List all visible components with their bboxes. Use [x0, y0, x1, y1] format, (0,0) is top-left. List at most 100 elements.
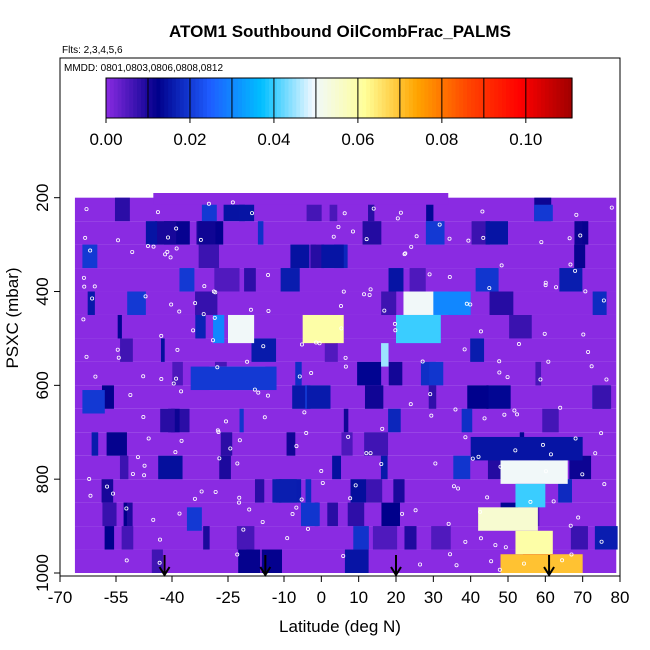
- colorbar-swatch: [206, 78, 212, 118]
- sample-point: [260, 519, 265, 524]
- sample-point: [213, 489, 218, 494]
- heatmap-stripe: [251, 338, 277, 362]
- sample-point: [437, 222, 442, 227]
- sample-point: [402, 252, 407, 257]
- heatmap-background-row: [74, 385, 617, 409]
- sample-point: [216, 429, 221, 434]
- sample-point: [512, 408, 517, 413]
- heatmap-stripe: [558, 479, 572, 503]
- sample-point: [341, 289, 346, 294]
- heatmap-stripe: [261, 549, 283, 573]
- heatmap-stripe: [559, 268, 583, 292]
- heatmap-stripe: [475, 268, 499, 292]
- heatmap-stripe: [592, 291, 607, 315]
- sample-point: [499, 263, 504, 268]
- sample-point: [409, 244, 414, 249]
- colorbar-swatch: [238, 78, 243, 118]
- colorbar-swatch: [152, 78, 158, 118]
- heatmap-cell: [485, 221, 508, 245]
- heatmap-cell: [302, 314, 344, 344]
- heatmap-stripe: [286, 432, 296, 456]
- heatmap-stripe: [295, 361, 302, 386]
- sample-point: [343, 355, 348, 360]
- heatmap-stripe: [509, 314, 532, 339]
- sample-point: [581, 332, 586, 337]
- colorbar-swatch: [331, 78, 336, 118]
- colorbar-swatch: [408, 78, 414, 118]
- sample-point: [314, 340, 319, 345]
- colorbar-swatch: [156, 78, 161, 118]
- sample-point: [505, 375, 510, 380]
- sample-point: [371, 206, 376, 211]
- sample-point: [569, 552, 574, 557]
- sample-point: [466, 238, 471, 243]
- sample-point: [463, 435, 468, 440]
- sample-point: [528, 499, 533, 504]
- location-arrow-head: [543, 566, 555, 577]
- colorbar-swatch: [381, 78, 387, 118]
- heatmap-cell: [201, 204, 217, 222]
- heatmap-cell: [515, 483, 546, 508]
- sample-point: [408, 402, 413, 407]
- heatmap-stripe: [353, 526, 369, 550]
- sample-point: [151, 244, 156, 249]
- heatmap-cell: [478, 507, 538, 531]
- sample-point: [413, 508, 418, 513]
- flights-note: Flts: 2,3,4,5,6: [62, 45, 123, 56]
- heatmap-stripe: [324, 338, 338, 362]
- colorbar-swatch: [269, 78, 274, 118]
- sample-point: [145, 243, 150, 248]
- sample-point: [464, 301, 469, 306]
- sample-point: [586, 349, 591, 354]
- colorbar-swatch: [424, 78, 429, 118]
- y-tick-label: 200: [33, 184, 52, 212]
- heatmap-stripe: [486, 385, 511, 409]
- sample-point: [130, 249, 135, 254]
- sample-point: [601, 298, 606, 303]
- sample-point: [297, 374, 302, 379]
- colorbar-swatch: [478, 78, 484, 118]
- colorbar-swatch: [474, 78, 480, 118]
- sample-point: [538, 377, 543, 382]
- colorbar-swatch: [335, 78, 340, 118]
- colorbar-swatch: [420, 78, 426, 118]
- heatmap-background-row: [74, 479, 617, 503]
- x-tick-label: 40: [461, 588, 480, 607]
- sample-point: [84, 207, 89, 212]
- sample-point: [576, 515, 581, 520]
- sample-point: [487, 286, 492, 291]
- sample-point: [81, 275, 86, 280]
- heatmap-stripe: [257, 221, 264, 245]
- heatmap-stripe: [535, 361, 542, 386]
- sample-point: [453, 407, 458, 412]
- colorbar-swatch: [160, 78, 165, 118]
- sample-point: [266, 273, 271, 278]
- colorbar-swatch: [447, 78, 453, 118]
- sample-point: [87, 477, 92, 482]
- colorbar-swatch: [241, 78, 247, 118]
- sample-point: [380, 426, 385, 431]
- sample-point: [364, 237, 369, 242]
- sample-point: [157, 560, 162, 565]
- colorbar-swatch: [280, 78, 286, 118]
- sample-point: [175, 347, 180, 352]
- colorbar-swatch: [401, 78, 406, 118]
- sample-point: [462, 347, 467, 352]
- sample-point: [88, 493, 93, 498]
- sample-point: [294, 444, 299, 449]
- heatmap-stripe: [329, 197, 338, 222]
- heatmap-stripe: [195, 314, 206, 339]
- sample-point: [202, 284, 207, 289]
- heatmap-stripe: [344, 549, 369, 573]
- colorbar-swatch: [494, 78, 499, 118]
- sample-point: [463, 539, 468, 544]
- sample-point: [124, 506, 129, 511]
- heatmap-stripe: [357, 361, 382, 386]
- y-tick-label: 400: [33, 277, 52, 305]
- sample-point: [174, 376, 179, 381]
- heatmap-stripe: [341, 432, 353, 456]
- sample-point: [166, 235, 171, 240]
- sample-point: [141, 374, 146, 379]
- colorbar-swatch: [436, 78, 441, 118]
- heatmap-stripe: [343, 408, 349, 433]
